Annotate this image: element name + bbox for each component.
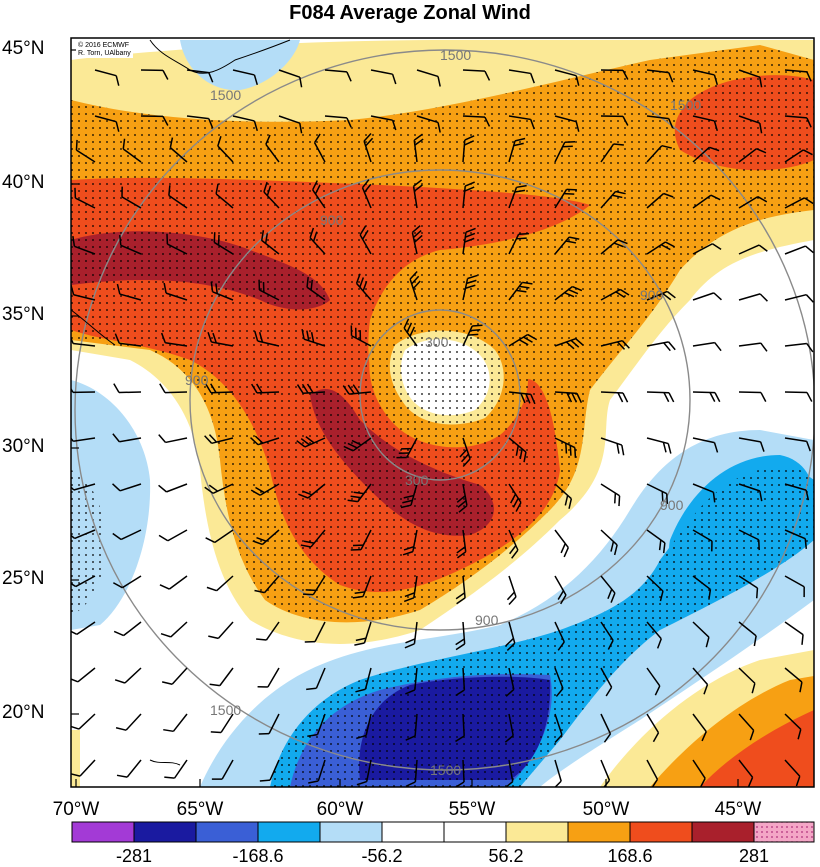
colorbar-swatch — [630, 822, 692, 842]
colorbar-swatch — [568, 822, 630, 842]
colorbar-swatch — [506, 822, 568, 842]
lon-label: 65°W — [160, 799, 240, 821]
lon-label: 45°W — [698, 799, 778, 821]
contour-label: 300 — [425, 334, 449, 350]
contour-label: 1500 — [670, 97, 701, 113]
shade-left-edge-light — [71, 730, 80, 787]
credit-line: R. Torn, UAlbany — [78, 50, 131, 58]
lon-label: 55°W — [432, 799, 512, 821]
lat-label: 45°N — [2, 38, 70, 60]
credit-line: © 2016 ECMWF — [78, 42, 131, 50]
colorbar-swatch — [320, 822, 382, 842]
colorbar-swatch — [444, 822, 506, 842]
lat-label: 25°N — [2, 568, 70, 590]
lat-label: 40°N — [2, 172, 70, 194]
lat-label: 35°N — [2, 304, 70, 326]
lat-label: 30°N — [2, 436, 70, 458]
colorbar-swatch — [382, 822, 444, 842]
colorbar-swatch — [72, 822, 134, 842]
contour-label: 900 — [185, 372, 209, 388]
map-plot-area: 1500 1500 1500 1500 1500 900 900 900 900… — [67, 38, 815, 788]
contour-label: 900 — [320, 212, 344, 228]
contour-label: 900 — [660, 497, 684, 513]
credit-label: © 2016 ECMWF R. Torn, UAlbany — [76, 42, 133, 58]
lon-label: 60°W — [300, 799, 380, 821]
contour-label: 1500 — [210, 87, 241, 103]
contour-label: 1500 — [210, 702, 241, 718]
colorbar-swatch — [258, 822, 320, 842]
lat-label: 20°N — [2, 702, 70, 724]
contour-label: 300 — [405, 472, 429, 488]
colorbar — [72, 822, 814, 842]
colorbar-swatch — [692, 822, 754, 842]
contour-label: 1500 — [430, 762, 461, 778]
contour-label: 1500 — [440, 47, 471, 63]
colorbar-swatch — [196, 822, 258, 842]
lon-label: 50°W — [566, 799, 646, 821]
colorbar-swatch — [754, 822, 814, 842]
colorbar-swatch — [134, 822, 196, 842]
lon-label: 70°W — [36, 799, 116, 821]
contour-label: 900 — [475, 612, 499, 628]
contour-label: 900 — [640, 287, 664, 303]
